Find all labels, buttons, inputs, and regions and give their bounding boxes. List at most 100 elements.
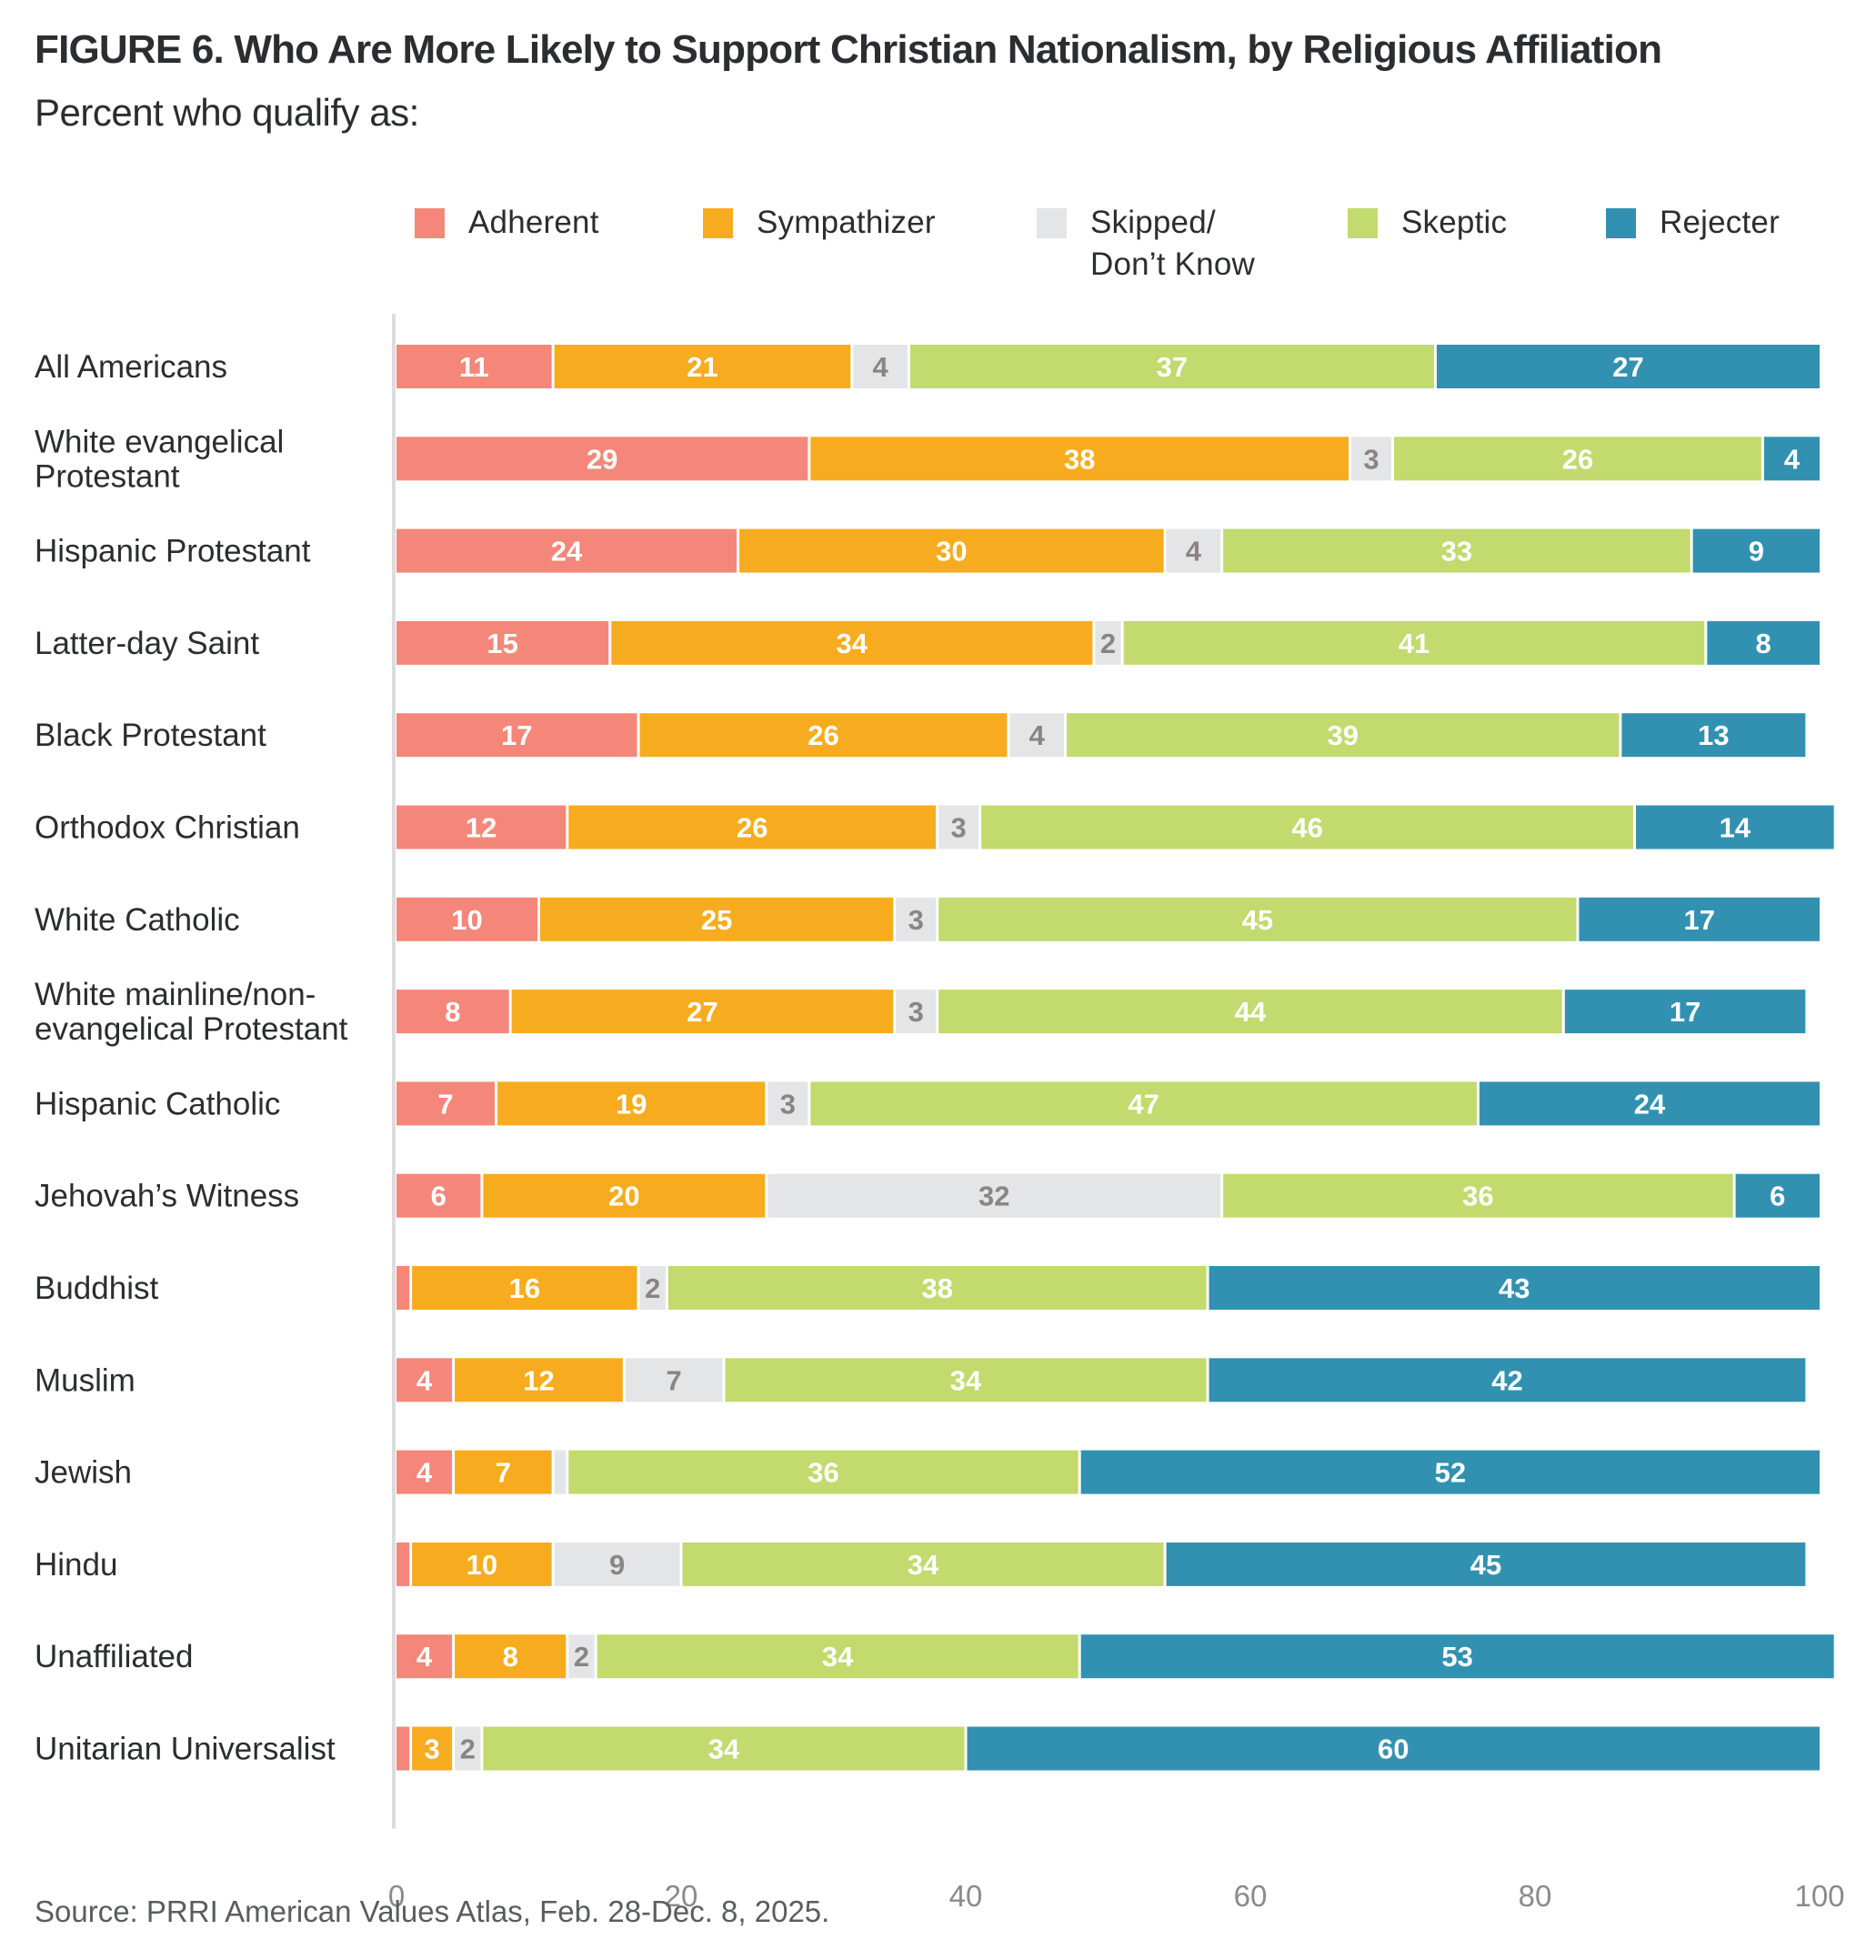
data-label: 26 [737,812,767,844]
bar-segment-rejecter [1080,1634,1834,1679]
data-label: 32 [978,1181,1009,1212]
bar-segment-adherent [396,620,609,665]
bar-segment-sympathizer [412,1726,453,1771]
bar-segment-skeptic [568,1450,1078,1494]
data-label: 2 [645,1272,660,1304]
bar-segment-rejecter [1564,990,1806,1034]
legend-label: Skipped/Don’t Know [1090,205,1255,282]
bar-segment-adherent [396,1726,410,1771]
category-label: Hispanic Protestant [35,534,311,569]
category-label: Jehovah’s Witness [35,1179,299,1214]
data-label: 34 [708,1734,740,1765]
bar-segment-adherent [396,1358,453,1402]
bar-segment-skeptic [597,1634,1078,1679]
category-label: White mainline/non-evangelical Protestan… [35,977,348,1047]
data-label: 46 [1291,812,1322,844]
data-label: 26 [1562,443,1593,475]
bar-segment-sympathizer [611,620,1093,665]
x-tick-label: 100 [1794,1879,1844,1913]
data-label: 24 [1634,1088,1666,1120]
bar-segment-sympathizer [455,1634,567,1679]
data-label: 19 [616,1088,647,1120]
bar-segment-skipped-don-t-know [853,345,908,388]
bar-segment-adherent [396,805,567,849]
bar-segment-skeptic [1223,1173,1733,1218]
bar-segment-rejecter [1579,897,1820,941]
bar-segment-skipped-don-t-know [767,1081,808,1126]
data-label: 43 [1499,1272,1530,1304]
data-label: 3 [780,1088,796,1120]
legend-swatch [1606,208,1636,238]
data-label: 7 [667,1364,682,1396]
data-label: 26 [808,719,838,751]
bar-segment-skipped-don-t-know [896,897,937,941]
data-label: 36 [1462,1181,1493,1212]
bar-segment-sympathizer [639,713,1008,758]
data-label: 10 [451,904,482,936]
bar-segment-skipped-don-t-know [896,990,937,1034]
bar-segment-sympathizer [540,897,894,941]
legend-label: Skeptic [1401,205,1508,240]
data-label: 17 [1683,904,1714,936]
data-label: 7 [437,1088,453,1120]
data-label: 27 [1612,351,1643,383]
data-label: 34 [950,1364,982,1396]
legend-item: Sympathizer [703,205,936,244]
bar-segment-sympathizer [455,1358,623,1402]
bar-segment-sympathizer [412,1542,552,1586]
data-label: 52 [1435,1457,1466,1489]
bar-segment-skeptic [938,990,1562,1034]
data-label: 42 [1491,1364,1522,1396]
data-label: 2 [1100,628,1116,659]
bar-segment-adherent [396,345,552,388]
bar-segment-rejecter [1636,805,1834,849]
data-label: 38 [1064,443,1095,475]
x-tick-label: 40 [949,1879,983,1913]
data-label: 4 [1029,719,1046,751]
legend-item: Skeptic [1348,205,1507,244]
category-label: Hindu [35,1547,117,1583]
bar-segment-adherent [396,990,509,1034]
bar-segment-skipped-don-t-know [568,1634,595,1679]
data-label: 33 [1441,536,1472,568]
x-tick-label: 80 [1519,1879,1552,1913]
data-label: 29 [587,443,617,475]
bar-segment-adherent [396,1634,453,1679]
data-label: 41 [1399,628,1430,659]
bar-segment-adherent [396,437,808,481]
data-label: 4 [1784,443,1801,475]
data-label: 3 [951,812,967,844]
bar-segment-skeptic [1394,437,1761,481]
category-label: Orthodox Christian [35,810,300,846]
legend-label: Rejecter [1660,205,1780,240]
bar-segment-sympathizer [554,345,851,388]
legend-swatch [1037,208,1067,238]
category-label: Muslim [35,1362,135,1398]
data-label: 2 [460,1734,476,1765]
data-label: 4 [416,1641,433,1673]
bar-segment-adherent [396,713,637,758]
bar-segment-skipped-don-t-know [554,1450,567,1494]
category-label: Unaffiliated [35,1639,193,1674]
data-label: 17 [1670,996,1700,1028]
data-label: 45 [1242,904,1273,936]
data-label: 34 [822,1641,854,1673]
data-label: 30 [936,536,967,568]
legend-label: Sympathizer [757,205,936,240]
data-label: 4 [872,351,888,383]
bar-segment-rejecter [1209,1266,1820,1310]
data-label: 8 [445,996,460,1028]
data-label: 7 [496,1457,511,1489]
data-label: 36 [808,1457,838,1489]
bar-segment-skeptic [810,1081,1477,1126]
data-label: 14 [1720,812,1751,844]
data-label: 6 [1770,1181,1785,1212]
data-label: 3 [908,904,924,936]
data-label: 24 [551,536,583,568]
bar-segment-adherent [396,1450,453,1494]
bar-segment-skeptic [667,1266,1207,1310]
data-label: 12 [466,812,497,844]
data-label: 38 [921,1272,952,1304]
category-label: White Catholic [35,902,240,938]
data-label: 11 [459,351,489,383]
